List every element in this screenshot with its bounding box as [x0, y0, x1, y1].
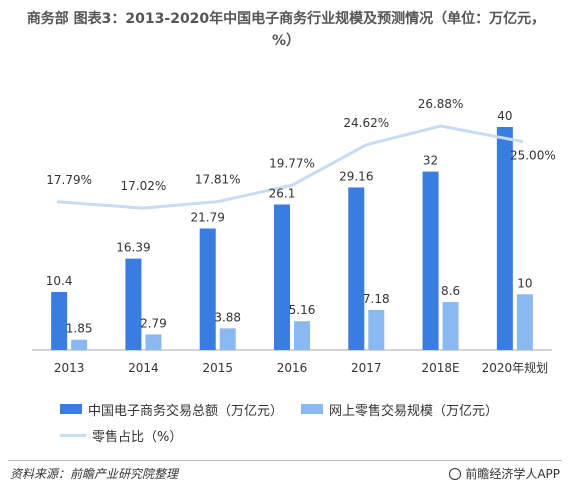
- source-note: 资料来源：前瞻产业研究院整理: [10, 467, 179, 481]
- ratio-label-1: 17.02%: [121, 179, 167, 193]
- bar-label-total-4: 29.16: [339, 169, 373, 183]
- ratio-label-6: 25.00%: [510, 149, 556, 163]
- x-tick-label-1: 2014: [128, 361, 159, 375]
- ratio-label-5: 26.88%: [418, 97, 464, 111]
- brand-logo-icon: [449, 467, 462, 480]
- bar-label-total-5: 32: [423, 154, 438, 168]
- bar-label-total-0: 10.4: [46, 274, 73, 288]
- legend-swatch-retail: [301, 404, 324, 414]
- chart-canvas: 10.4 1.85 16.39 2.79 21.79 3.88 26.1 5.16 29.16 7…: [32, 97, 556, 375]
- legend-swatch-total: [60, 404, 82, 414]
- x-tick-label-0: 2013: [54, 361, 85, 375]
- bar-total-0: [51, 292, 68, 350]
- legend-swatch-ratio: [60, 433, 86, 437]
- chart-title: 商务部 图表3：2013-2020年中国电子商务行业规模及预测情况（单位：万亿元…: [26, 11, 546, 49]
- bar-retail-2: [219, 328, 236, 350]
- x-tick-label-3: 2016: [277, 361, 308, 375]
- bar-label-total-2: 21.79: [191, 211, 225, 225]
- legend-item-total: 中国电子商务交易总额（万亿元）: [60, 400, 283, 419]
- bar-label-total-3: 26.1: [269, 186, 296, 200]
- brand-label: 前瞻经济学人APP: [465, 467, 560, 481]
- legend-label-total: 中国电子商务交易总额（万亿元）: [88, 403, 284, 419]
- bars-group: [51, 127, 533, 350]
- ratio-line: [57, 124, 524, 210]
- bar-retail-3: [294, 321, 310, 350]
- x-tick-label-5: 2018E: [422, 361, 460, 375]
- bar-total-1: [125, 258, 142, 350]
- bar-total-2: [199, 228, 216, 350]
- ratio-label-3: 19.77%: [269, 156, 315, 170]
- bar-total-6: [496, 127, 513, 350]
- bar-label-retail-2: 3.88: [214, 310, 241, 324]
- bar-total-3: [274, 204, 290, 350]
- legend: 中国电子商务交易总额（万亿元） 网上零售交易规模（万亿元） 零售占比（%）: [60, 398, 540, 450]
- bar-label-retail-1: 2.79: [140, 316, 167, 330]
- legend-item-retail: 网上零售交易规模（万亿元）: [301, 400, 498, 419]
- ratio-label-4: 24.62%: [343, 116, 389, 130]
- x-tick-labels: 2013 2014 2015 2016 2017 2018E 2020年规划: [54, 360, 548, 375]
- bar-label-retail-0: 1.85: [66, 322, 93, 336]
- legend-label-retail: 网上零售交易规模（万亿元）: [329, 403, 499, 419]
- bar-label-retail-5: 8.6: [441, 284, 460, 298]
- ratio-label-0: 17.79%: [46, 173, 92, 187]
- bar-retail-6: [516, 294, 533, 350]
- bar-retail-1: [145, 334, 162, 350]
- bar-total-4: [348, 187, 365, 350]
- legend-item-ratio: 零售占比（%）: [60, 426, 182, 445]
- x-tick-label-6: 2020年规划: [482, 360, 549, 375]
- bar-label-retail-4: 7.18: [363, 292, 390, 306]
- bar-total-5: [422, 171, 439, 350]
- bar-label-total-6: 40: [497, 109, 512, 123]
- ratio-label-2: 17.81%: [195, 173, 241, 187]
- footer-divider: [8, 460, 562, 461]
- bar-label-retail-6: 10: [517, 276, 532, 290]
- bar-retail-4: [368, 309, 385, 350]
- bar-retail-5: [442, 302, 459, 350]
- x-tick-label-4: 2017: [351, 361, 382, 375]
- bar-label-total-1: 16.39: [116, 241, 150, 255]
- bar-retail-0: [71, 339, 88, 350]
- x-tick-label-2: 2015: [202, 361, 233, 375]
- ratio-line-group: [57, 124, 524, 210]
- bar-label-retail-3: 5.16: [289, 303, 316, 317]
- brand-mark: 前瞻经济学人APP: [449, 465, 560, 482]
- legend-label-ratio: 零售占比（%）: [92, 429, 183, 445]
- labels-group: 10.4 1.85 16.39 2.79 21.79 3.88 26.1 5.16 29.16 7…: [46, 97, 556, 336]
